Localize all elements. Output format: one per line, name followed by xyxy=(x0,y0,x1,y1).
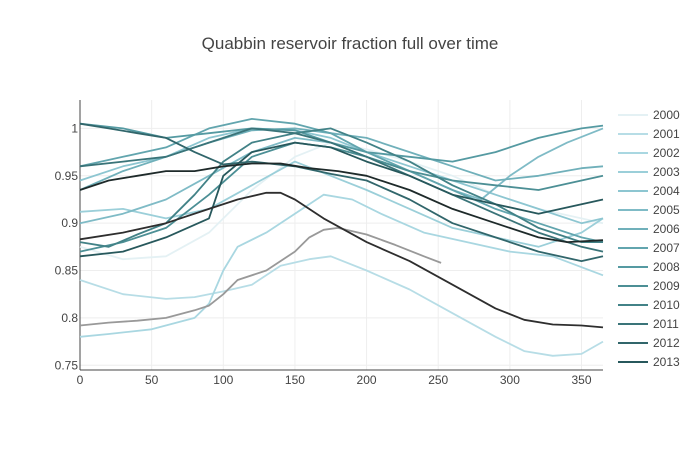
y-tick-label: 0.9 xyxy=(61,216,78,230)
series-line xyxy=(79,127,603,248)
legend-item[interactable]: 2010 xyxy=(618,298,680,312)
legend-item[interactable]: 2009 xyxy=(618,279,680,293)
legend-label: 2000 xyxy=(653,108,680,122)
legend-item[interactable]: 2005 xyxy=(618,203,680,217)
legend-label: 2003 xyxy=(653,165,680,179)
series-line xyxy=(79,127,604,253)
legend[interactable]: 2000 2001 2002 2003 2004 2005 2006 2007 2008 2009… xyxy=(618,108,680,369)
series-line xyxy=(79,193,604,338)
legend-label: 2012 xyxy=(653,336,680,350)
legend-item[interactable]: 2002 xyxy=(618,146,680,160)
legend-label: 2004 xyxy=(653,184,680,198)
legend-item[interactable]: 2003 xyxy=(618,165,680,179)
series-line xyxy=(79,191,604,329)
series-line xyxy=(79,122,604,163)
legend-label: 2009 xyxy=(653,279,680,293)
series-line xyxy=(79,141,604,253)
legend-item[interactable]: 2001 xyxy=(618,127,680,141)
legend-item[interactable]: 2007 xyxy=(618,241,680,255)
legend-item[interactable]: 2006 xyxy=(618,222,680,236)
x-tick-label: 200 xyxy=(357,373,377,387)
series-line xyxy=(79,118,604,243)
legend-label: 2002 xyxy=(653,146,680,160)
series-line xyxy=(79,255,604,357)
legend-label: 2010 xyxy=(653,298,680,312)
series-line xyxy=(79,226,442,327)
series-line xyxy=(79,141,604,258)
legend-item[interactable]: 2013 xyxy=(618,355,680,369)
x-tick-label: 350 xyxy=(571,373,591,387)
y-tick-label: 0.95 xyxy=(55,169,79,183)
x-tick-label: 150 xyxy=(285,373,305,387)
legend-label: 2001 xyxy=(653,127,680,141)
grid-layer xyxy=(79,100,603,370)
x-tick-label: 50 xyxy=(145,373,159,387)
y-tick-label: 0.8 xyxy=(61,311,78,325)
legend-label: 2007 xyxy=(653,241,680,255)
series-line xyxy=(79,162,604,244)
legend-item[interactable]: 2004 xyxy=(618,184,680,198)
legend-label: 2011 xyxy=(653,317,679,331)
x-tick-label: 100 xyxy=(213,373,233,387)
chart-title: Quabbin reservoir fraction full over tim… xyxy=(201,34,499,53)
series-line xyxy=(79,122,604,263)
y-tick-label: 1 xyxy=(71,121,78,135)
legend-item[interactable]: 2000 xyxy=(618,108,680,122)
legend-label: 2005 xyxy=(653,203,680,217)
legend-item[interactable]: 2011 xyxy=(618,317,679,331)
x-tick-label: 0 xyxy=(77,373,84,387)
legend-label: 2013 xyxy=(653,355,680,369)
legend-item[interactable]: 2008 xyxy=(618,260,680,274)
x-tick-label: 300 xyxy=(500,373,520,387)
series-layer xyxy=(79,118,604,357)
y-tick-label: 0.75 xyxy=(55,358,79,372)
x-tick-label: 250 xyxy=(428,373,448,387)
legend-label: 2006 xyxy=(653,222,680,236)
y-tick-label: 0.85 xyxy=(55,264,79,278)
legend-label: 2008 xyxy=(653,260,680,274)
legend-item[interactable]: 2012 xyxy=(618,336,680,350)
